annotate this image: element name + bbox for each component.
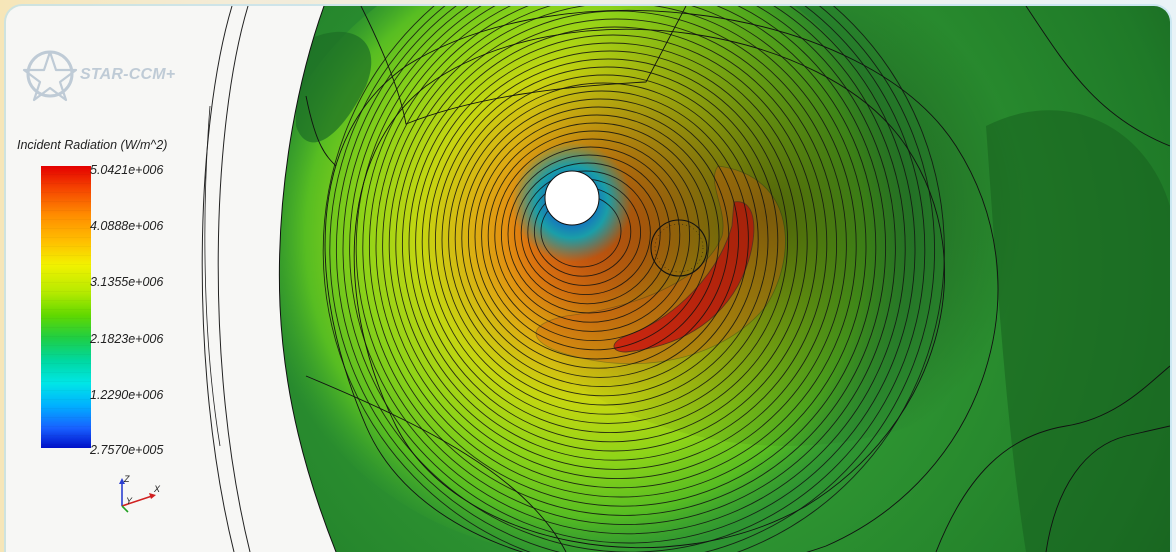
logo-text: STAR-CCM+	[80, 66, 176, 83]
legend-label-2: 4.0888e+006	[90, 219, 164, 233]
legend-label-5: 1.2290e+006	[90, 388, 164, 402]
x-axis-label: X	[153, 484, 161, 494]
contour-line	[322, 6, 945, 552]
legend-label-min: 2.7570e+005	[90, 443, 164, 457]
contour-line	[434, 66, 779, 415]
contour-line	[415, 42, 808, 443]
legend-title: Incident Radiation (W/m^2)	[17, 138, 168, 152]
contour-line	[461, 98, 740, 378]
legend-label-4: 2.1823e+006	[90, 332, 164, 346]
z-axis-arrow	[119, 478, 125, 484]
contour-line	[388, 10, 847, 480]
y-axis-line	[121, 505, 129, 513]
contour-line	[454, 90, 749, 388]
contour-line	[401, 26, 828, 461]
contour-line	[408, 34, 818, 452]
graphics-viewport[interactable]: STAR-CCM+ Incident Radiation (W/m^2) 5.0…	[6, 6, 1170, 552]
contour-line	[428, 58, 789, 424]
contour-line	[355, 6, 896, 526]
star-logo-icon	[22, 50, 78, 102]
legend-label-3: 3.1355e+006	[90, 275, 164, 289]
contour-line	[335, 6, 926, 552]
contour-line	[448, 82, 759, 397]
contour-line	[362, 6, 887, 516]
y-axis-label: Y	[126, 496, 133, 506]
contour-line	[514, 162, 661, 305]
probe-marker[interactable]	[650, 219, 708, 277]
contour-line	[395, 18, 838, 470]
contour-line	[507, 154, 671, 314]
radiation-contour-scene[interactable]	[6, 6, 1170, 552]
legend-label-max: 5.0421e+006	[90, 163, 164, 177]
color-bar-bands	[41, 166, 91, 448]
contour-line	[349, 6, 906, 535]
contour-line	[329, 6, 936, 552]
contour-line	[421, 50, 798, 434]
contour-line	[520, 170, 651, 296]
axis-triad[interactable]: Z X Y	[106, 472, 166, 516]
contour-line	[375, 6, 867, 498]
x-axis-arrow	[149, 493, 156, 499]
contour-line	[481, 122, 710, 351]
contour-line	[382, 6, 857, 489]
contour-line	[467, 106, 730, 369]
color-bar	[41, 166, 91, 448]
inlet-hole	[544, 170, 600, 226]
x-axis-line	[121, 495, 153, 507]
star-ccm-logo: STAR-CCM+	[22, 46, 192, 106]
contour-line	[441, 74, 769, 406]
contour-line	[474, 114, 720, 360]
contour-line	[500, 146, 681, 323]
contour-line	[494, 138, 691, 332]
contour-line	[368, 6, 877, 507]
z-axis-label: Z	[123, 474, 130, 484]
contour-line	[342, 6, 916, 544]
